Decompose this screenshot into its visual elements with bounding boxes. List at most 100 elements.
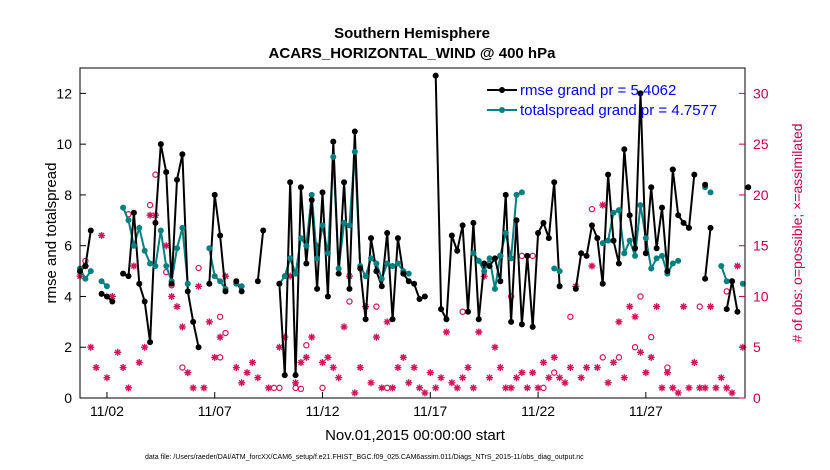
rmse-point — [745, 184, 752, 191]
obs-assimilated-marker — [146, 211, 154, 219]
rmse-point — [125, 273, 132, 280]
totalspread-point — [659, 252, 666, 259]
totalspread-point — [648, 265, 655, 272]
rmse-point — [675, 212, 682, 219]
rmse-point — [411, 280, 418, 287]
rmse-point — [626, 212, 633, 219]
rmse-point — [195, 344, 202, 351]
obs-assimilated-marker — [475, 328, 483, 336]
totalspread-point — [335, 265, 342, 272]
totalspread-point — [211, 273, 218, 280]
totalspread-point — [130, 242, 137, 249]
totalspread-point — [632, 252, 639, 259]
obs-assimilated-marker — [178, 323, 186, 331]
obs-possible-marker — [637, 293, 644, 300]
totalspread-point — [637, 202, 644, 209]
obs-assimilated-marker — [281, 333, 289, 341]
obs-assimilated-marker — [195, 282, 203, 290]
obs-possible-marker — [195, 264, 202, 272]
obs-possible-marker — [276, 384, 283, 392]
rmse-point — [632, 245, 639, 252]
rmse-point — [362, 316, 369, 323]
obs-possible-marker — [648, 333, 655, 341]
obs-assimilated-marker — [222, 272, 230, 280]
obs-assimilated-marker — [313, 242, 321, 250]
rmse-point — [421, 293, 428, 300]
obs-possible-marker — [599, 354, 606, 361]
obs-assimilated-marker — [211, 353, 219, 361]
obs-assimilated-marker — [733, 262, 741, 270]
chart-subtitle: ACARS_HORIZONTAL_WIND @ 400 hPa — [269, 45, 557, 62]
obs-assimilated-marker — [464, 364, 472, 372]
totalspread-point — [405, 270, 412, 277]
rmse-point — [346, 285, 353, 292]
totalspread-point — [481, 268, 488, 275]
obs-assimilated-marker — [545, 374, 553, 382]
totalspread-point — [626, 237, 633, 244]
obs-assimilated-marker — [448, 379, 456, 387]
rmse-point — [578, 250, 585, 257]
rmse-point — [222, 288, 229, 295]
rmse-point — [308, 197, 315, 203]
rmse-point — [545, 235, 552, 242]
obs-assimilated-marker — [286, 272, 294, 280]
obs-assimilated-marker — [432, 384, 440, 392]
rmse-point — [260, 227, 267, 234]
legend-rmse-label: rmse grand pr = 5.4062 — [520, 82, 676, 99]
obs-assimilated-marker — [539, 358, 547, 366]
legend-spread-marker — [499, 107, 505, 113]
rmse-point — [281, 372, 288, 379]
totalspread-point — [179, 224, 186, 231]
totalspread-point — [141, 247, 148, 254]
obs-assimilated-marker — [92, 364, 100, 372]
rmse-point — [238, 288, 245, 295]
obs-assimilated-marker — [636, 348, 644, 356]
totalspread-point — [163, 263, 170, 269]
rmse-point — [217, 232, 224, 239]
x-axis: 11/02 11/07 11/12 11/17 11/22 11/27 — [90, 392, 663, 419]
rmse-point — [481, 260, 488, 267]
rmse-point — [583, 252, 590, 259]
totalspread-point — [653, 255, 660, 262]
obs-assimilated-marker — [723, 384, 731, 392]
totalspread-point — [281, 273, 288, 280]
obs-assimilated-marker — [216, 333, 224, 341]
obs-assimilated-marker — [593, 364, 601, 372]
rmse-point — [416, 296, 423, 302]
obs-possible-marker — [567, 313, 574, 320]
obs-assimilated-marker — [518, 369, 526, 377]
totalspread-point — [723, 278, 730, 285]
obs-assimilated-marker — [114, 348, 122, 356]
obs-possible-marker — [319, 384, 326, 392]
totalspread-point — [599, 240, 606, 247]
y2-tick-label: 20 — [753, 187, 769, 203]
rmse-point — [319, 189, 326, 196]
rmse-point — [551, 179, 558, 186]
obs-assimilated-marker — [502, 384, 510, 392]
obs-assimilated-marker — [496, 364, 504, 372]
rmse-line — [256, 230, 265, 282]
obs-assimilated-marker — [513, 374, 521, 382]
rmse-point — [303, 260, 310, 267]
y2-tick-label: 15 — [753, 238, 769, 254]
obs-possible-marker — [551, 369, 558, 376]
y2-tick-label: 5 — [753, 339, 761, 355]
totalspread-point — [82, 275, 89, 282]
obs-assimilated-marker — [453, 384, 461, 392]
totalspread-point — [707, 189, 714, 196]
rmse-point — [734, 308, 741, 315]
rmse-point — [475, 316, 482, 323]
rmse-point — [572, 285, 579, 292]
rmse-point — [335, 270, 342, 277]
rmse-point — [470, 219, 477, 226]
rmse-point — [179, 151, 186, 158]
obs-assimilated-marker — [459, 374, 467, 382]
rmse-point — [659, 204, 666, 211]
totalspread-point — [98, 278, 105, 285]
totalspread-point — [351, 148, 358, 155]
rmse-point — [508, 318, 515, 325]
rmse-point — [432, 72, 439, 79]
rmse-point — [438, 306, 445, 313]
totalspread-point — [675, 257, 682, 264]
obs-assimilated-marker — [108, 292, 116, 300]
